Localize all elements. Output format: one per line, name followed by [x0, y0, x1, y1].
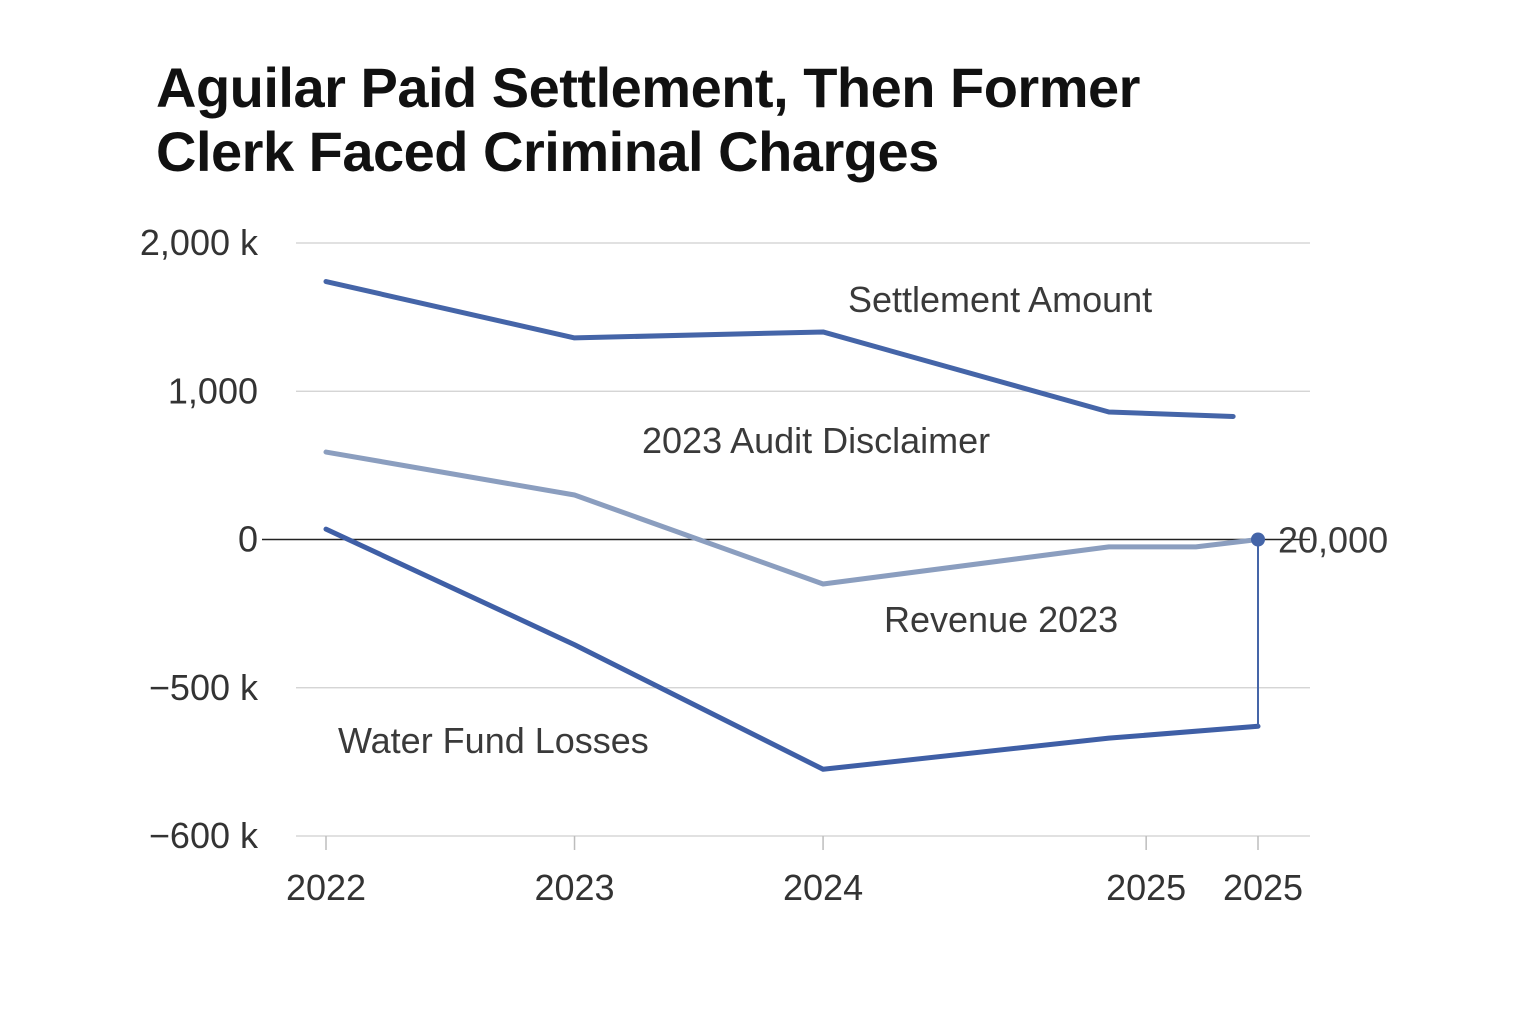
annotation-marker — [1251, 532, 1265, 547]
gridlines — [262, 242, 1310, 837]
series-lines — [323, 279, 1261, 772]
x-axis-ticks: 2022 2023 2024 2025 2025 — [286, 836, 1303, 908]
x-tick-label: 2025 — [1106, 867, 1186, 908]
x-tick-label: 2025 — [1223, 867, 1303, 908]
series-label: Revenue 2023 — [884, 599, 1118, 640]
y-tick-label: −600 k — [149, 815, 259, 856]
y-tick-label: 1,000 — [168, 370, 258, 411]
y-tick-label: 0 — [238, 519, 258, 560]
chart-title: Aguilar Paid Settlement, Then Former Cle… — [156, 56, 1406, 184]
x-tick-label: 2024 — [783, 867, 863, 908]
annotation-value-label: 20,000 — [1278, 520, 1388, 561]
series-labels: Settlement Amount Revenue 2023 Water Fund … — [338, 279, 1152, 761]
x-tick-label: 2023 — [534, 867, 614, 908]
chart-title-line-1: Aguilar Paid Settlement, Then Former — [156, 56, 1140, 119]
annotation-audit-disclaimer: 2023 Audit Disclaimer — [642, 420, 990, 461]
series-label: Settlement Amount — [848, 279, 1152, 320]
y-axis-ticks: 2,000 k 1,000 0 −500 k −600 k — [140, 222, 259, 856]
y-tick-label: 2,000 k — [140, 222, 259, 263]
series-label: Water Fund Losses — [338, 720, 649, 761]
series-line-revenue-2023 — [323, 449, 1261, 587]
x-tick-label: 2022 — [286, 867, 366, 908]
y-tick-label: −500 k — [149, 667, 259, 708]
chart-title-line-2: Clerk Faced Criminal Charges — [156, 120, 939, 183]
annotations: 2023 Audit Disclaimer 20,000 — [642, 420, 1388, 727]
